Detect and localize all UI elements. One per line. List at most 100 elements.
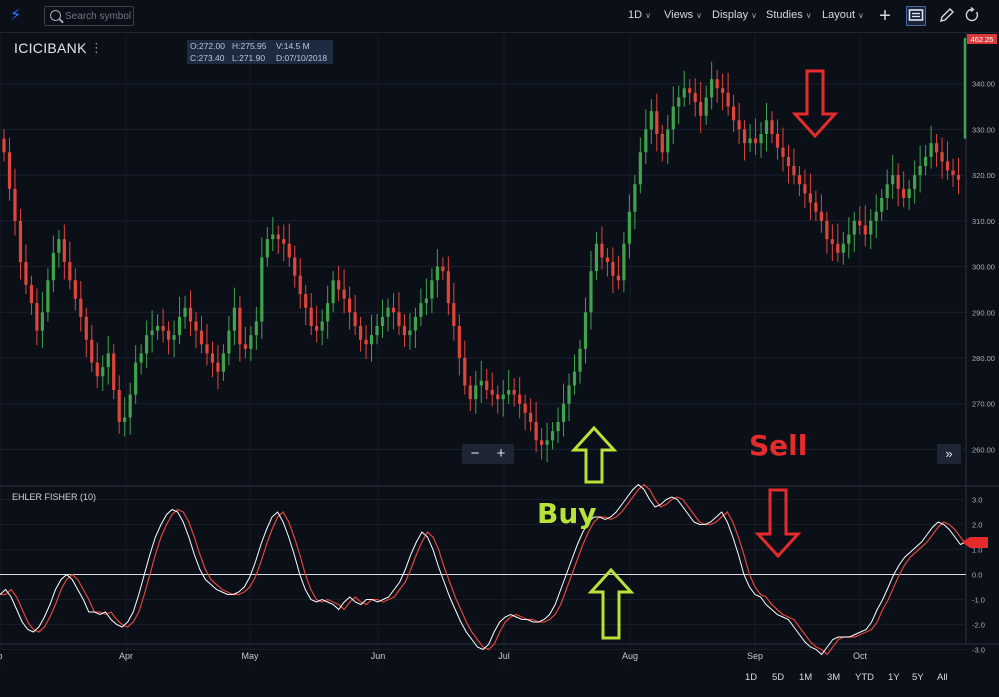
price-candles	[2, 38, 967, 463]
candle-body	[649, 111, 653, 130]
candle-body	[397, 312, 401, 326]
symbol-name[interactable]: ICICIBANK	[14, 40, 87, 56]
zoom-in-button[interactable]: +	[496, 445, 506, 462]
lightning-logo-icon[interactable]: ⚡	[10, 7, 22, 24]
menu-views-label: Views	[664, 9, 694, 21]
range-1d[interactable]: 1D	[745, 672, 758, 683]
candle-body	[24, 262, 28, 285]
menu-display-label: Display	[712, 9, 749, 21]
zoom-out-button[interactable]: −	[470, 445, 480, 462]
buy-annotation: Buy	[537, 497, 597, 530]
candle-body	[523, 403, 527, 413]
fisher-value-marker	[962, 537, 988, 548]
range-ytd[interactable]: YTD	[855, 672, 874, 683]
candle-body	[710, 79, 714, 98]
fisher-tick-label: 3.0	[972, 496, 982, 505]
fisher-tick-label: 2.0	[972, 521, 982, 530]
candle-body	[221, 353, 226, 372]
candle-body	[227, 330, 231, 354]
price-tick-label: 290.00	[972, 308, 995, 317]
fisher-line	[0, 483, 967, 656]
pencil-icon[interactable]	[937, 6, 957, 26]
candle-body	[402, 326, 407, 336]
candle-body	[353, 312, 357, 326]
range-5d[interactable]: 5D	[772, 672, 785, 683]
candle-body	[315, 326, 319, 331]
symbol-search[interactable]	[44, 6, 134, 26]
candle-body	[485, 380, 489, 390]
candle-body	[435, 266, 439, 281]
candle-body	[337, 280, 341, 290]
candle-body	[375, 326, 379, 336]
range-5y[interactable]: 5Y	[912, 672, 924, 683]
candle-body	[863, 225, 867, 235]
x-tick-label: Jul	[498, 651, 510, 661]
candle-body	[732, 106, 736, 121]
trigger-line	[0, 483, 967, 656]
candle-body	[304, 294, 308, 308]
open-value: O:272.00	[190, 41, 225, 51]
search-input[interactable]	[65, 8, 131, 24]
candle-body	[413, 316, 418, 331]
candle-body	[40, 312, 44, 331]
candle-body	[452, 303, 456, 326]
candle-body	[627, 211, 631, 244]
candle-body	[907, 188, 911, 198]
menu-display[interactable]: Display ∨	[712, 9, 757, 21]
candle-body	[847, 234, 851, 244]
candle-body	[545, 440, 549, 445]
sell-arrow-indicator	[754, 488, 802, 559]
candle-body	[112, 353, 116, 390]
candle-body	[902, 188, 906, 198]
candle-body	[172, 335, 176, 340]
candle-body	[408, 330, 412, 336]
candle-body	[331, 280, 335, 304]
last-price-label: 462.25	[971, 35, 994, 44]
menu-layout[interactable]: Layout ∨	[822, 9, 864, 21]
candle-body	[134, 362, 138, 395]
menu-interval[interactable]: 1D ∨	[628, 9, 651, 21]
candle-body	[540, 440, 544, 445]
candle-body	[177, 316, 182, 336]
chart-canvas[interactable]: 340.00 330.00 320.00 310.00 300.00 290.00 280.…	[0, 32, 999, 697]
candle-body	[869, 220, 873, 235]
price-tick-label: 260.00	[972, 445, 995, 454]
candle-body	[249, 335, 253, 349]
range-3m[interactable]: 3M	[827, 672, 841, 683]
x-tick-label: Aug	[622, 651, 638, 661]
comment-icon[interactable]	[906, 6, 926, 26]
candle-body	[825, 220, 829, 240]
candle-body	[786, 156, 791, 166]
candle-body	[775, 134, 780, 148]
crosshair-icon[interactable]: +	[879, 5, 891, 27]
candle-body	[457, 326, 461, 358]
chart-grid	[0, 32, 999, 666]
range-all[interactable]: All	[937, 672, 948, 683]
top-toolbar: ⚡ 1D∨ Views∨ Display∨ Studies∨ Layout∨ +	[0, 0, 999, 33]
candle-body	[79, 298, 83, 317]
menu-studies[interactable]: Studies ∨	[766, 9, 812, 21]
candle-body	[123, 417, 127, 422]
candle-body	[342, 289, 346, 299]
candle-body	[287, 243, 291, 258]
scroll-forward-button[interactable]: »	[937, 444, 961, 464]
candle-body	[518, 394, 522, 404]
candle-body	[742, 129, 747, 144]
low-value: L:271.90	[232, 53, 266, 63]
candle-body	[929, 143, 933, 157]
symbol-menu-icon[interactable]: ⋮	[90, 40, 103, 55]
range-1m[interactable]: 1M	[799, 672, 813, 683]
chevron-down-icon: ∨	[751, 11, 757, 20]
indicator-title[interactable]: EHLER FISHER (10)	[12, 492, 97, 502]
range-1y[interactable]: 1Y	[888, 672, 900, 683]
candle-body	[699, 102, 703, 116]
candle-body	[468, 385, 472, 400]
candle-body	[369, 335, 374, 345]
candle-body	[293, 257, 297, 276]
candle-body	[441, 266, 445, 272]
menu-views[interactable]: Views ∨	[664, 9, 702, 21]
candle-body	[320, 321, 324, 331]
candle-body	[479, 380, 483, 386]
reset-icon[interactable]	[962, 6, 982, 26]
candle-body	[139, 353, 143, 363]
